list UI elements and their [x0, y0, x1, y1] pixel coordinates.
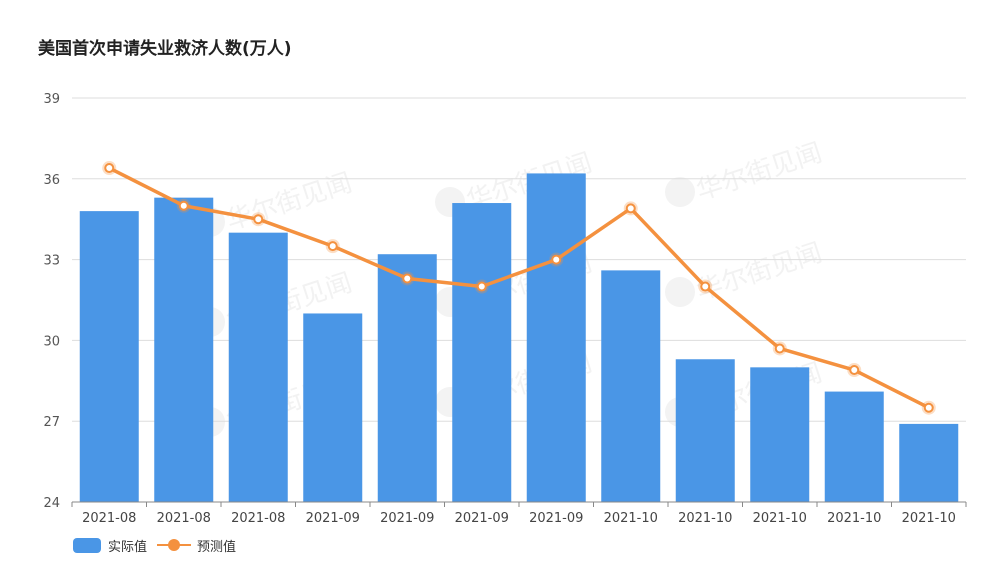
forecast-point: [700, 281, 711, 292]
x-tick-label: 2021-10: [902, 511, 956, 526]
x-tick-label: 2021-08: [82, 511, 136, 526]
forecast-point: [476, 281, 487, 292]
forecast-point: [923, 402, 934, 413]
bar: [228, 232, 288, 502]
x-axis: [71, 501, 967, 507]
watermark-text: 华尔街见闻: [693, 138, 826, 207]
legend-line-label: 预测值: [197, 539, 236, 555]
y-axis-labels: 24 27 30 33 36 39: [43, 92, 60, 511]
watermark-text: 华尔街见闻: [223, 168, 356, 237]
forecast-point: [402, 273, 413, 284]
bar: [452, 203, 512, 503]
x-axis-labels: 2021-08 2021-08 2021-08 2021-09 2021-09 2021-…: [82, 511, 956, 526]
x-tick-label: 2021-10: [753, 511, 807, 526]
chart-title: 美国首次申请失业救济人数(万人): [38, 39, 292, 59]
forecast-point: [104, 163, 115, 174]
x-tick-label: 2021-09: [306, 511, 360, 526]
legend-bar-label: 实际值: [108, 539, 147, 555]
legend-line-marker: [168, 539, 180, 551]
x-tick-label: 2021-08: [231, 511, 285, 526]
watermark-text: 华尔街见闻: [693, 238, 826, 307]
bar: [750, 367, 810, 502]
bar: [675, 359, 735, 502]
y-tick-label: 33: [43, 254, 60, 269]
x-tick-label: 2021-10: [827, 511, 881, 526]
bar: [601, 270, 661, 502]
y-tick-label: 36: [43, 173, 60, 188]
x-tick-label: 2021-09: [380, 511, 434, 526]
forecast-point: [327, 241, 338, 252]
x-tick-label: 2021-08: [157, 511, 211, 526]
x-tick-label: 2021-09: [455, 511, 509, 526]
bar: [303, 313, 363, 502]
legend-bar-swatch: [73, 538, 101, 553]
y-tick-label: 39: [43, 92, 60, 107]
forecast-point: [849, 365, 860, 376]
bar: [377, 254, 437, 502]
forecast-point: [774, 343, 785, 354]
bar: [79, 211, 139, 502]
bar: [899, 423, 959, 502]
x-tick-label: 2021-10: [678, 511, 732, 526]
y-tick-label: 24: [43, 496, 60, 511]
forecast-point: [625, 203, 636, 214]
forecast-point: [551, 254, 562, 265]
x-tick-label: 2021-10: [604, 511, 658, 526]
bar: [154, 197, 214, 503]
legend: 实际值 预测值: [73, 538, 236, 555]
x-tick-label: 2021-09: [529, 511, 583, 526]
line-series: [102, 161, 936, 415]
forecast-line: [108, 166, 930, 410]
y-tick-label: 27: [43, 415, 60, 430]
forecast-point: [253, 214, 264, 225]
bar: [824, 391, 884, 502]
forecast-point: [178, 200, 189, 211]
watermark-logo: [665, 277, 695, 307]
bar: [526, 173, 586, 502]
watermark-logo: [665, 177, 695, 207]
y-tick-label: 30: [43, 334, 60, 349]
bar-series: [79, 173, 959, 503]
gridlines: [72, 97, 966, 422]
